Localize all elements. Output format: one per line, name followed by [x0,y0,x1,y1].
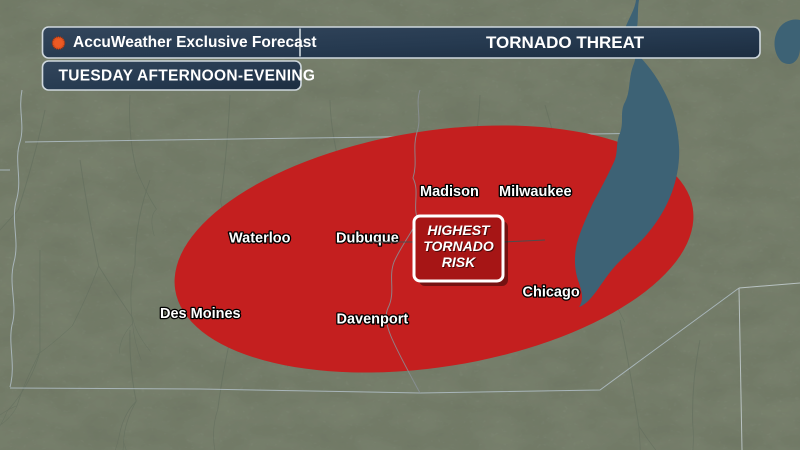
svg-text:Des Moines: Des Moines [160,306,241,322]
svg-text:TORNADO THREAT: TORNADO THREAT [486,33,645,52]
svg-text:HIGHEST: HIGHEST [427,222,491,238]
svg-text:Madison: Madison [420,184,479,200]
svg-text:Milwaukee: Milwaukee [499,184,572,200]
svg-text:Davenport: Davenport [337,311,409,327]
svg-text:RISK: RISK [442,254,476,270]
svg-text:AccuWeather Exclusive Forecast: AccuWeather Exclusive Forecast [73,34,317,51]
svg-text:Waterloo: Waterloo [229,231,291,247]
svg-text:Chicago: Chicago [523,285,580,301]
svg-text:TUESDAY AFTERNOON-EVENING: TUESDAY AFTERNOON-EVENING [59,68,316,85]
svg-text:TORNADO: TORNADO [423,238,494,254]
svg-text:Dubuque: Dubuque [336,231,399,247]
